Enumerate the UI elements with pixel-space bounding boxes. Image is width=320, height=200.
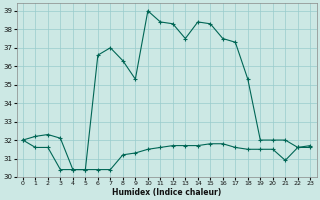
X-axis label: Humidex (Indice chaleur): Humidex (Indice chaleur): [112, 188, 221, 197]
